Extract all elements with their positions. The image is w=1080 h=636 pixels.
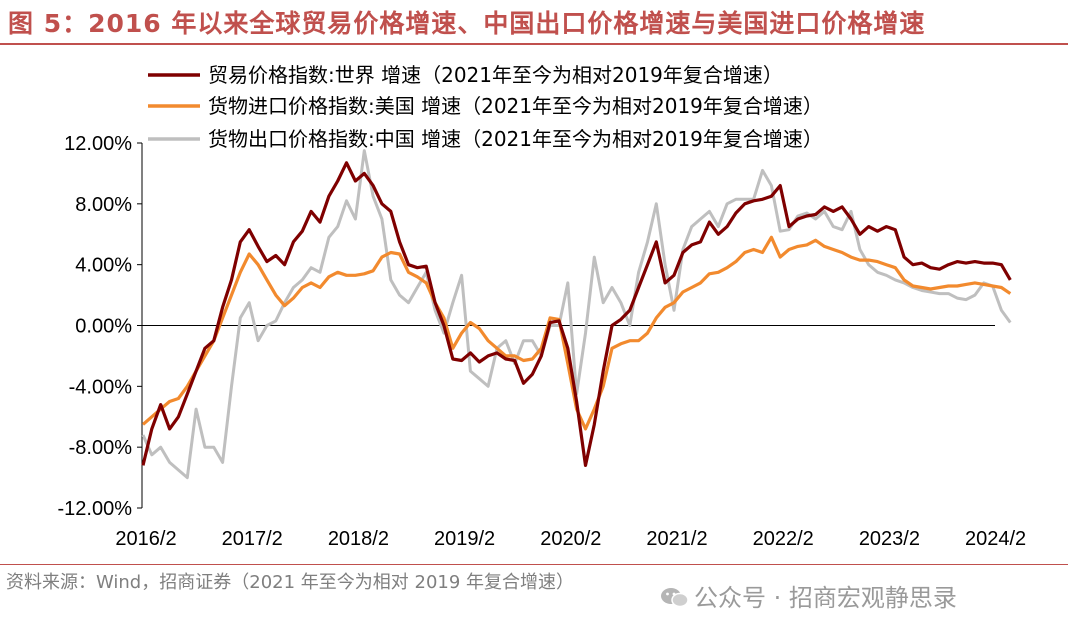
chart-legend: 贸易价格指数:世界 增速（2021年至今为相对2019年复合增速） 货物进口价格指… xyxy=(148,63,823,151)
y-tick-label: 8.00% xyxy=(75,194,132,216)
title-divider xyxy=(0,43,1068,45)
x-tick-label: 2017/2 xyxy=(222,528,283,550)
y-tick-label: -8.00% xyxy=(69,437,133,459)
series-line-2 xyxy=(141,149,1012,480)
y-tick-label: 12.00% xyxy=(64,133,132,155)
y-tick-label: -4.00% xyxy=(69,376,133,398)
source-note: 资料来源：Wind，招商证券（2021 年至今为相对 2019 年复合增速） xyxy=(6,572,575,593)
legend-label: 贸易价格指数:世界 增速（2021年至今为相对2019年复合增速） xyxy=(208,63,783,87)
chart-title: 图 5：2016 年以来全球贸易价格增速、中国出口价格增速与美国进口价格增速 xyxy=(8,9,926,38)
watermark-text: 公众号 · 招商宏观静思录 xyxy=(694,584,957,612)
wechat-logo-icon xyxy=(661,588,689,608)
series-line-0 xyxy=(141,161,1012,467)
footer-divider xyxy=(0,564,1068,565)
x-tick-label: 2022/2 xyxy=(753,528,814,550)
watermark: 公众号 · 招商宏观静思录 xyxy=(660,578,957,613)
x-tick-label: 2020/2 xyxy=(540,528,601,550)
y-tick-label: 0.00% xyxy=(75,316,132,338)
y-tick-label: -12.00% xyxy=(58,498,133,520)
legend-label: 货物进口价格指数:美国 增速（2021年至今为相对2019年复合增速） xyxy=(208,94,823,118)
chart-axes: 12.00% 8.00% 4.00% 0.00% -4.00% -8.00% -12.00%… xyxy=(58,133,1027,550)
chart-series xyxy=(141,149,1012,480)
x-tick-label: 2016/2 xyxy=(115,528,176,550)
legend-label: 货物出口价格指数:中国 增速（2021年至今为相对2019年复合增速） xyxy=(208,127,823,151)
x-tick-label: 2018/2 xyxy=(328,528,389,550)
x-tick-label: 2023/2 xyxy=(859,528,920,550)
x-tick-label: 2024/2 xyxy=(965,528,1026,550)
x-tick-label: 2021/2 xyxy=(646,528,707,550)
x-tick-label: 2019/2 xyxy=(434,528,495,550)
y-tick-label: 4.00% xyxy=(75,255,132,277)
